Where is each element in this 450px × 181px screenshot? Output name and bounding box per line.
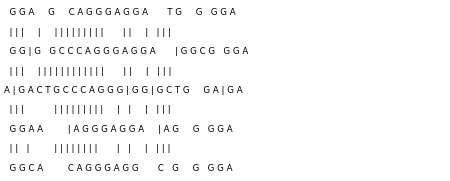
Text: | | |     |     | | | | | | | | |       | |     |   | | |: | | | | | | | | | | | | | | | | | | | [4,28,171,37]
Text: | | |     | | | | | | | | | | | |       | |     |   | | |: | | | | | | | | | | | | | | | | | | | | … [4,67,172,75]
Text: G G A A         | A G G G A G G A     | A G     G   G G A: G G A A | A G G G A G G A | A G G G G A [4,125,233,134]
Text: G G | G   G C C C A G G G A G G A       | G G C G   G G A: G G | G G C C C A G G G A G G A | G G C … [4,47,249,56]
Text: G G C A         C A G G G A G G       C   G     G   G G A: G G C A C A G G G A G G C G G G G A [4,164,233,173]
Text: G G A     G     C A G G G A G G A       T G     G   G G A: G G A G C A G G G A G G A T G G G G A [4,8,236,17]
Text: A | G A C T G C C C A G G G | G G | G C T G     G A | G A: A | G A C T G C C C A G G G | G G | G C … [4,86,243,95]
Text: | | |           | | | | | | | | |     |   |     |   | | |: | | | | | | | | | | | | | | | | | | [4,106,171,114]
Text: | |   |         | | | | | | | |       |   |     |   | | |: | | | | | | | | | | | | | | | | | [4,144,171,153]
